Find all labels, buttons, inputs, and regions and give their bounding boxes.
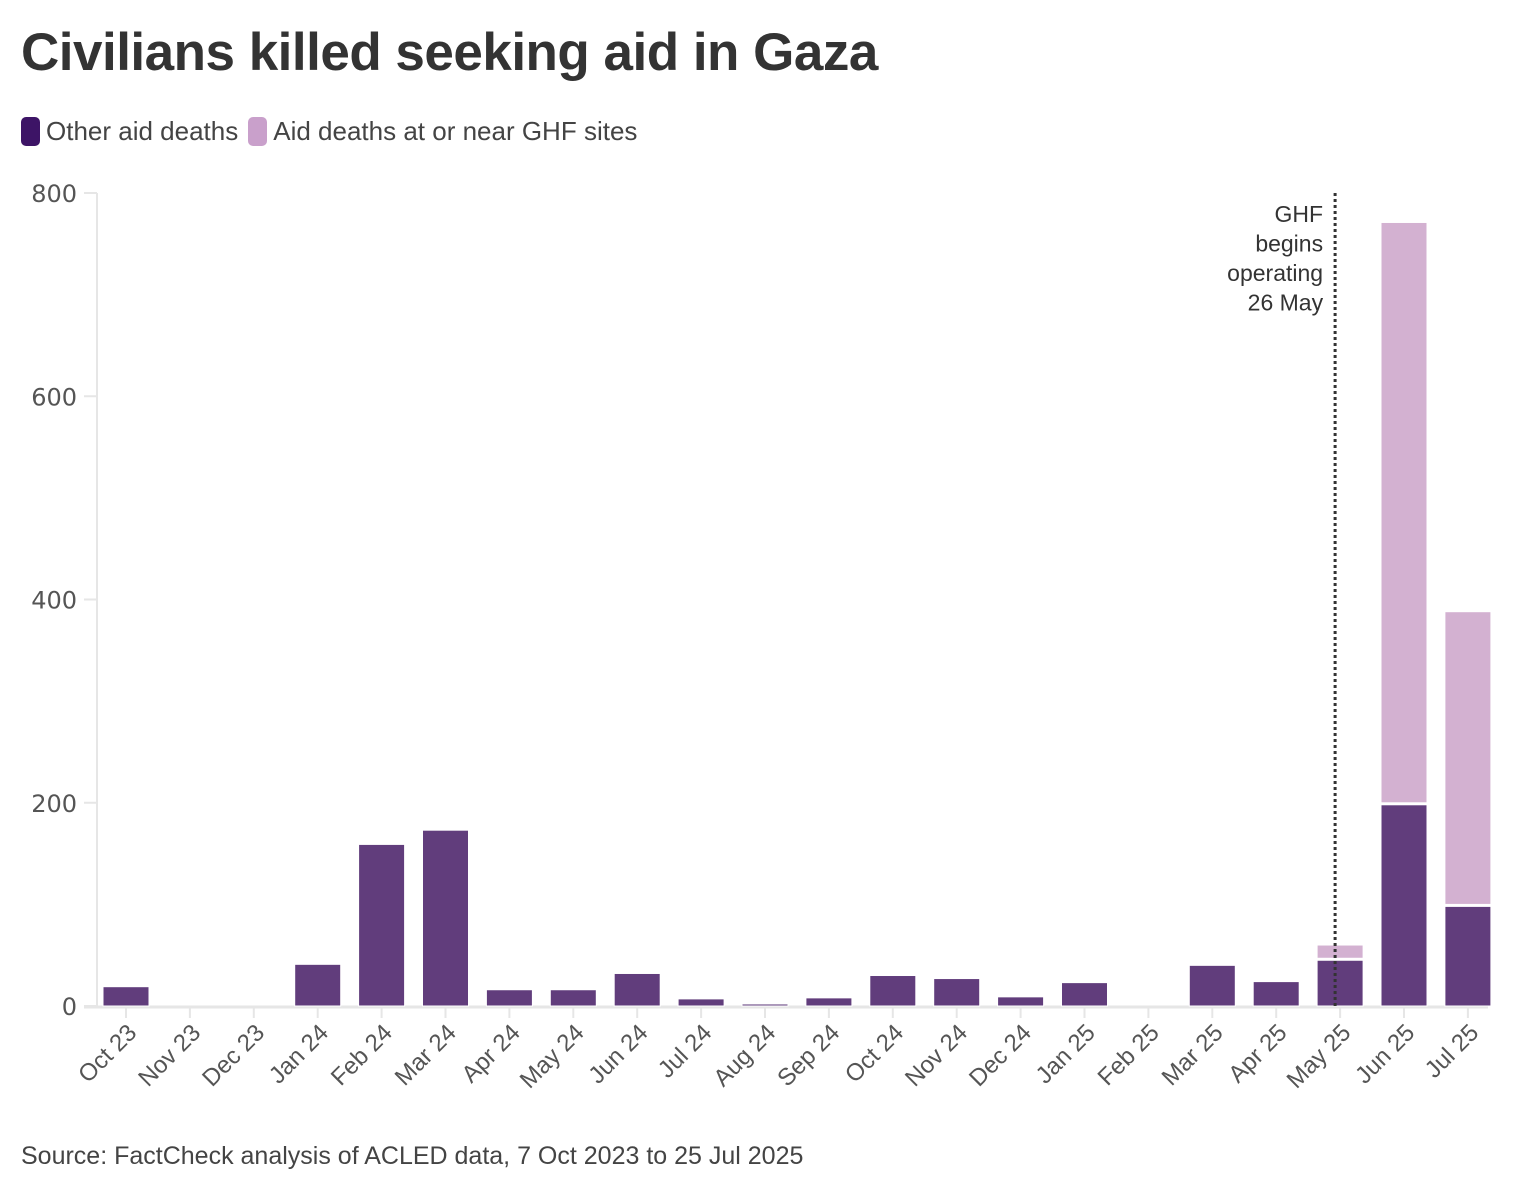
x-tick-label: Oct 23 [73,1019,142,1088]
legend-item-ghf: Aid deaths at or near GHF sites [248,116,637,147]
x-tick-label: May 25 [1282,1019,1357,1094]
bar-ghf-aid-deaths [1316,944,1364,959]
x-tick-label: Sep 24 [772,1019,845,1092]
bar-other-aid-deaths [1061,982,1108,1007]
bar-other-aid-deaths [1380,804,1428,1007]
x-tick-label: Aug 24 [708,1019,781,1092]
bar-other-aid-deaths [1316,959,1364,1007]
x-tick-label: Feb 25 [1093,1019,1165,1091]
legend-swatch-other [21,117,40,146]
x-tick-label: Nov 23 [133,1019,206,1092]
annotations: GHF begins operating 26 May [1227,193,1337,1006]
x-tick-label: Jul 24 [653,1019,717,1083]
legend-item-other: Other aid deaths [21,116,238,147]
bar-other-aid-deaths [358,843,406,1007]
legend-label-other: Other aid deaths [46,116,239,146]
x-tick-label: Dec 23 [197,1019,270,1092]
x-tick-label: Jan 25 [1031,1019,1101,1089]
bar-other-aid-deaths [613,972,661,1007]
bar-other-aid-deaths [102,986,150,1007]
bar-other-aid-deaths [1444,905,1492,1007]
annotation-text: GHF [1275,201,1324,227]
x-tick-label: Apr 25 [1223,1019,1292,1088]
bar-other-aid-deaths [677,998,725,1007]
chart-title: Civilians killed seeking aid in Gaza [21,23,878,82]
bar-other-aid-deaths [549,989,597,1007]
source-note: Source: FactCheck analysis of ACLED data… [21,1142,804,1170]
x-tick-label: Jun 25 [1350,1019,1420,1089]
bar-other-aid-deaths [933,978,981,1007]
bar-ghf-aid-deaths [1380,221,1428,804]
x-tick-label: Nov 24 [900,1019,973,1092]
bar-other-aid-deaths [422,829,469,1007]
bar-other-aid-deaths [1252,981,1300,1007]
annotation-text: operating [1227,260,1323,286]
y-tick-label: 600 [31,383,77,411]
annotation-text: begins [1255,231,1323,257]
x-tick-label: Jan 24 [264,1019,334,1089]
bar-other-aid-deaths [294,963,342,1007]
bar-other-aid-deaths [805,997,853,1007]
x-tick-label: Dec 24 [964,1019,1037,1092]
x-tick-label: Apr 24 [457,1019,526,1088]
x-tick-label: Mar 24 [390,1019,462,1091]
x-tick-label: Feb 24 [326,1019,398,1091]
y-tick-label: 0 [62,993,77,1021]
x-tick-label: Mar 25 [1157,1019,1229,1091]
bar-ghf-aid-deaths [1444,611,1492,905]
y-tick-label: 400 [31,587,77,615]
x-tick-label: Jul 25 [1420,1019,1484,1083]
bar-other-aid-deaths [869,975,917,1007]
y-axis: 0 200 400 600 800 [31,180,98,1021]
x-tick-label: May 24 [515,1019,590,1094]
legend: Other aid deaths Aid deaths at or near G… [21,116,647,147]
x-tick-label: Oct 24 [840,1019,909,1088]
bar-other-aid-deaths [485,989,533,1007]
legend-label-ghf: Aid deaths at or near GHF sites [273,116,638,146]
annotation-text: 26 May [1248,290,1324,316]
y-tick-label: 800 [31,180,77,208]
y-tick-label: 200 [31,790,77,818]
x-tick-label: Jun 24 [583,1019,653,1089]
legend-swatch-ghf [248,117,268,146]
bar-other-aid-deaths [741,1003,789,1007]
bar-other-aid-deaths [1188,964,1236,1007]
bar-other-aid-deaths [997,996,1045,1007]
bars [102,221,1492,1007]
